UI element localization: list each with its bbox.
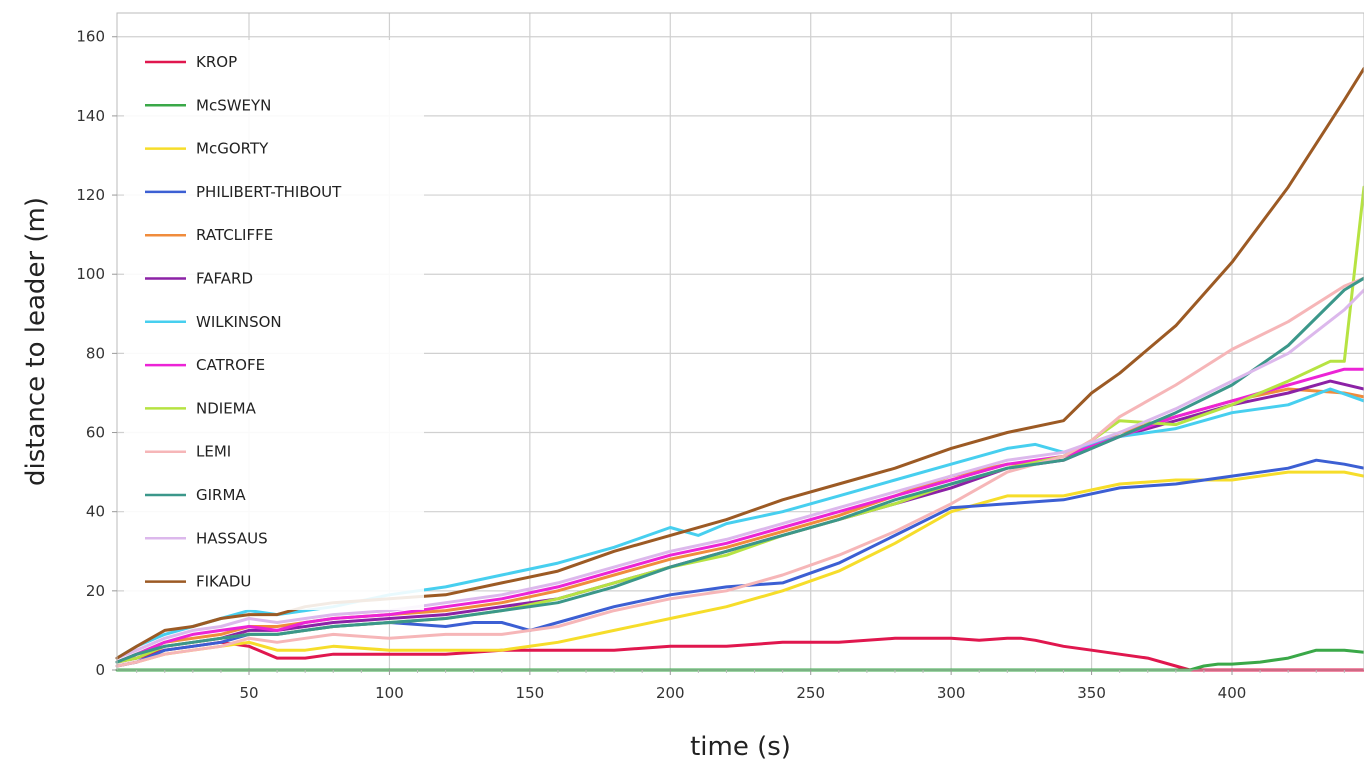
y-tick-label: 60 [86, 424, 105, 442]
legend-label: FIKADU [196, 573, 251, 591]
x-axis-title: time (s) [690, 732, 791, 762]
y-tick-label: 40 [86, 503, 105, 521]
y-tick-label: 140 [76, 107, 105, 125]
legend-label: LEMI [196, 443, 231, 461]
x-tick-label: 300 [937, 684, 966, 702]
series-line-mcgorty [115, 470, 1364, 668]
y-tick-label: 80 [86, 344, 105, 362]
plot-frame [116, 12, 1364, 671]
y-axis-title: distance to leader (m) [21, 197, 51, 486]
x-tick-label: 250 [796, 684, 825, 702]
y-tick-label: 0 [95, 661, 105, 679]
x-tick-label: 50 [239, 684, 258, 702]
legend-label: PHILIBERT-THIBOUT [196, 183, 342, 201]
x-tick-label: 100 [375, 684, 404, 702]
legend-label: McGORTY [196, 140, 269, 158]
legend-label: CATROFE [196, 356, 265, 374]
y-tick-label: 100 [76, 265, 105, 283]
legend: KROP McSWEYN McGORTY PHILIBERT-THIBOUT RATCL… [124, 40, 424, 610]
legend-label: FAFARD [196, 270, 253, 288]
y-tick-label: 120 [76, 186, 105, 204]
legend-label: GIRMA [196, 486, 246, 504]
series-line-catrofe [115, 367, 1364, 664]
series-line-fikadu [115, 66, 1364, 660]
y-axis-ticks: 0 20 40 60 80 100 120 140 160 [76, 28, 117, 679]
series-line-girma [115, 276, 1364, 664]
x-tick-label: 350 [1077, 684, 1106, 702]
legend-label: WILKINSON [196, 313, 282, 331]
x-axis-ticks: 50 100 150 200 250 300 350 400 [136, 670, 1345, 702]
x-tick-label: 200 [656, 684, 685, 702]
legend-label: RATCLIFFE [196, 226, 273, 244]
legend-label: McSWEYN [196, 96, 271, 114]
y-tick-label: 160 [76, 28, 105, 46]
legend-label: HASSAUS [196, 529, 268, 547]
legend-label: KROP [196, 53, 237, 71]
series-lines [115, 66, 1364, 672]
series-line-hassaus [115, 288, 1364, 660]
series-line-lemi [115, 276, 1364, 668]
legend-background [124, 40, 424, 610]
x-tick-label: 150 [516, 684, 545, 702]
series-line-krop [115, 636, 1364, 672]
legend-label: NDIEMA [196, 399, 257, 417]
y-tick-label: 20 [86, 582, 105, 600]
x-tick-label: 400 [1218, 684, 1247, 702]
